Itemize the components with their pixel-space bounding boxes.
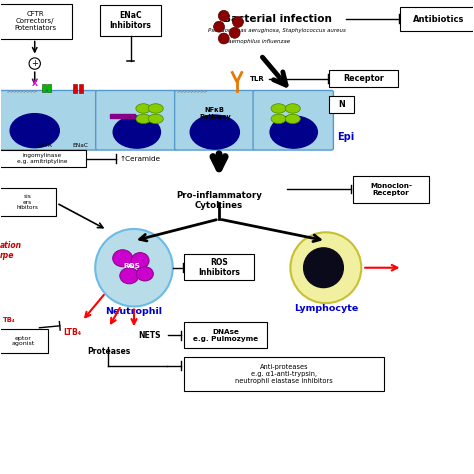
Text: Lymphocyte: Lymphocyte	[294, 304, 358, 313]
Text: Neutrophil: Neutrophil	[106, 307, 163, 316]
Text: ingomylinase
e.g. amitriptyline: ingomylinase e.g. amitriptyline	[17, 153, 67, 164]
Text: NFκB
Pathway: NFκB Pathway	[199, 107, 231, 119]
FancyBboxPatch shape	[174, 91, 255, 150]
FancyBboxPatch shape	[184, 254, 254, 281]
Text: Pseudomonas aeruginosa, Staphylococcus aureus: Pseudomonas aeruginosa, Staphylococcus a…	[208, 28, 346, 33]
FancyBboxPatch shape	[96, 91, 177, 150]
Ellipse shape	[10, 114, 59, 148]
Text: N: N	[338, 100, 345, 109]
Text: ation
rpe: ation rpe	[0, 240, 22, 260]
FancyBboxPatch shape	[184, 322, 267, 348]
Text: ROS
Inhibitors: ROS Inhibitors	[198, 257, 240, 277]
Text: Receptor: Receptor	[343, 73, 384, 82]
Bar	[47, 84, 51, 92]
Ellipse shape	[113, 116, 160, 148]
Circle shape	[229, 27, 240, 38]
Text: eptor
agonist: eptor agonist	[11, 336, 35, 346]
FancyBboxPatch shape	[253, 91, 333, 150]
FancyBboxPatch shape	[400, 7, 474, 31]
Text: ENaC
Inhibitors: ENaC Inhibitors	[109, 11, 152, 30]
Text: Antibiotics: Antibiotics	[413, 15, 465, 24]
Text: LTB₄: LTB₄	[64, 328, 82, 337]
Circle shape	[214, 21, 225, 32]
Text: X: X	[32, 79, 37, 88]
FancyBboxPatch shape	[353, 175, 429, 203]
Text: Monoclon-
Receptor: Monoclon- Receptor	[370, 183, 412, 196]
Text: TB₄: TB₄	[3, 317, 16, 323]
Text: ENaC: ENaC	[72, 144, 88, 148]
Ellipse shape	[271, 114, 286, 124]
FancyBboxPatch shape	[100, 5, 161, 36]
Bar	[42, 84, 46, 92]
Text: Pro-inflammatory
Cytokines: Pro-inflammatory Cytokines	[176, 191, 262, 210]
Ellipse shape	[270, 116, 318, 148]
Text: CFTR: CFTR	[38, 144, 53, 148]
Ellipse shape	[113, 250, 133, 267]
Text: NETS: NETS	[139, 331, 161, 340]
Circle shape	[233, 17, 243, 27]
Text: CFTR
Correctors/
Potentiators: CFTR Correctors/ Potentiators	[14, 11, 56, 31]
FancyBboxPatch shape	[0, 91, 97, 150]
Circle shape	[219, 10, 229, 21]
Circle shape	[304, 248, 343, 288]
Text: Bacterial infection: Bacterial infection	[223, 14, 332, 24]
Text: DNAse
e.g. Pulmozyme: DNAse e.g. Pulmozyme	[193, 328, 258, 342]
Ellipse shape	[136, 114, 151, 124]
FancyBboxPatch shape	[184, 356, 383, 391]
Ellipse shape	[190, 115, 239, 149]
Circle shape	[95, 229, 173, 307]
Ellipse shape	[285, 114, 301, 124]
Ellipse shape	[120, 268, 139, 284]
Ellipse shape	[131, 253, 149, 269]
FancyBboxPatch shape	[0, 4, 72, 38]
Bar	[110, 114, 135, 118]
Text: TLR: TLR	[250, 76, 265, 82]
Ellipse shape	[148, 104, 163, 113]
Ellipse shape	[148, 114, 163, 124]
Ellipse shape	[137, 267, 154, 281]
Ellipse shape	[136, 104, 151, 113]
Ellipse shape	[271, 104, 286, 113]
Bar	[73, 84, 77, 93]
Text: ↑Ceramide: ↑Ceramide	[120, 155, 161, 162]
Circle shape	[219, 33, 229, 44]
Text: sis
ers
hibitors: sis ers hibitors	[16, 194, 38, 210]
FancyBboxPatch shape	[0, 329, 48, 353]
FancyBboxPatch shape	[0, 188, 56, 216]
FancyBboxPatch shape	[329, 70, 398, 87]
Circle shape	[291, 232, 361, 303]
Circle shape	[29, 58, 40, 69]
Text: Anti-proteases
e.g. α1-anti-trypsin,
neutrophil elastase inhibitors: Anti-proteases e.g. α1-anti-trypsin, neu…	[235, 364, 333, 383]
FancyBboxPatch shape	[0, 150, 86, 167]
Bar	[79, 84, 83, 93]
Text: ROS: ROS	[123, 263, 140, 269]
Text: Proteases: Proteases	[87, 346, 130, 356]
Ellipse shape	[285, 104, 301, 113]
Text: Haemophilus influenzae: Haemophilus influenzae	[224, 39, 290, 45]
Text: +: +	[31, 59, 38, 68]
Text: Epi: Epi	[337, 132, 355, 142]
FancyBboxPatch shape	[329, 96, 354, 113]
